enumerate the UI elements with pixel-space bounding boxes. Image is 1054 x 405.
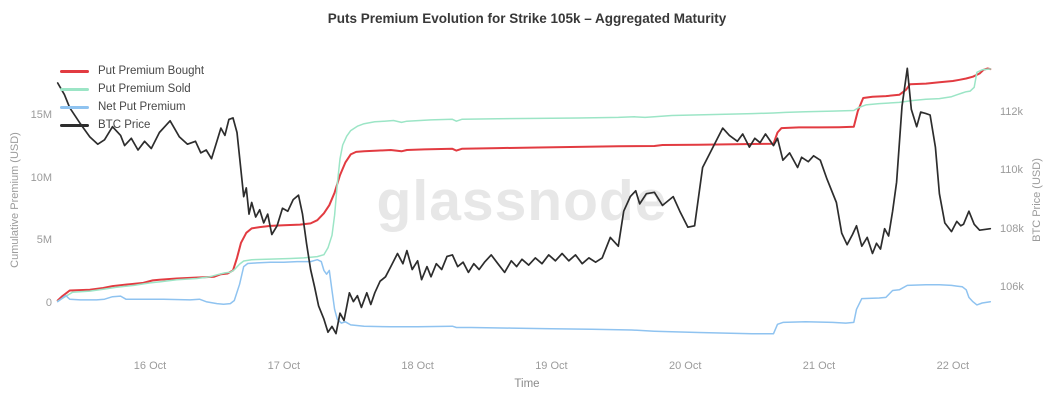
btc-price-swatch-icon: [60, 123, 89, 127]
left-tick-10m: 10M: [30, 171, 52, 184]
legend-label: BTC Price: [98, 119, 151, 131]
legend-item-btc-price[interactable]: BTC Price: [60, 116, 204, 134]
btc-price-line: [56, 67, 992, 335]
left-axis-title: Cumulative Premium (USD): [9, 132, 21, 268]
right-axis-title: BTC Price (USD): [1031, 158, 1043, 242]
left-tick-15m: 15M: [30, 108, 52, 121]
x-tick-22-oct: 22 Oct: [936, 360, 969, 372]
right-tick-108k: 108k: [1000, 222, 1024, 235]
legend-label: Put Premium Sold: [98, 83, 191, 95]
x-tick-21-oct: 21 Oct: [802, 360, 836, 372]
put-premium-sold-line: [56, 68, 992, 302]
legend-item-put-premium-bought[interactable]: Put Premium Bought: [60, 62, 204, 80]
x-tick-18-oct: 18 Oct: [401, 360, 434, 372]
right-tick-112k: 112k: [1000, 106, 1024, 119]
left-tick-5m: 5M: [36, 234, 52, 247]
put-premium-sold-swatch-icon: [60, 87, 89, 91]
x-tick-17-oct: 17 Oct: [267, 360, 300, 372]
right-tick-106k: 106k: [1000, 281, 1024, 293]
chart-title: Puts Premium Evolution for Strike 105k –…: [327, 11, 727, 26]
left-tick-0: 0: [45, 297, 52, 309]
right-tick-110k: 110k: [1000, 164, 1024, 177]
net-put-premium-line: [56, 258, 992, 335]
legend-item-net-put-premium[interactable]: Net Put Premium: [60, 98, 204, 116]
x-axis-title: Time: [514, 378, 540, 390]
x-tick-20-oct: 20 Oct: [668, 360, 702, 372]
put-premium-bought-swatch-icon: [60, 69, 89, 73]
x-tick-19-oct: 19 Oct: [535, 360, 568, 372]
legend-label: Put Premium Bought: [98, 65, 205, 77]
glassnode-watermark: glassnode: [376, 169, 668, 233]
net-put-premium-swatch-icon: [60, 105, 89, 109]
legend-label: Net Put Premium: [98, 101, 186, 113]
x-tick-16-oct: 16 Oct: [133, 360, 167, 372]
legend-item-put-premium-sold[interactable]: Put Premium Sold: [60, 80, 204, 98]
legend: Put Premium Bought Put Premium Sold Net Pu…: [60, 62, 204, 134]
